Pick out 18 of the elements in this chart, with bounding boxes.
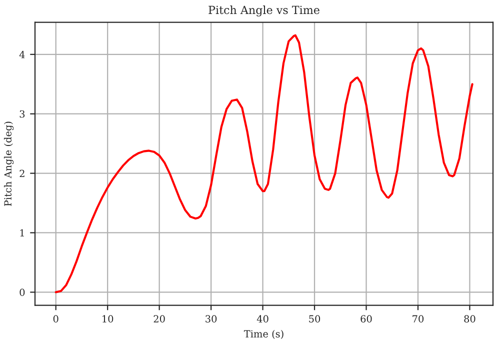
- x-tick-label: 60: [360, 315, 372, 323]
- x-tick-label: 30: [206, 315, 217, 323]
- x-tick-label: 10: [102, 315, 114, 323]
- chart-title: Pitch Angle vs Time: [208, 6, 320, 16]
- y-tick-label: 0: [20, 288, 25, 296]
- x-tick-label: 80: [464, 315, 476, 323]
- y-tick-label: 3: [20, 110, 25, 118]
- x-tick-label: 50: [309, 315, 320, 323]
- x-tick-label: 0: [53, 315, 58, 323]
- line-series: [54, 34, 474, 294]
- y-axis-title: Pitch Angle (deg): [4, 122, 14, 206]
- y-tick-label: 2: [20, 170, 24, 177]
- y-tick-label: 1: [20, 229, 24, 236]
- y-tick-label: 4: [19, 50, 25, 58]
- x-tick-label: 20: [154, 315, 165, 323]
- x-tick-label: 70: [412, 315, 424, 323]
- x-axis-title: Time (s): [244, 330, 284, 339]
- x-tick-label: 40: [256, 315, 268, 323]
